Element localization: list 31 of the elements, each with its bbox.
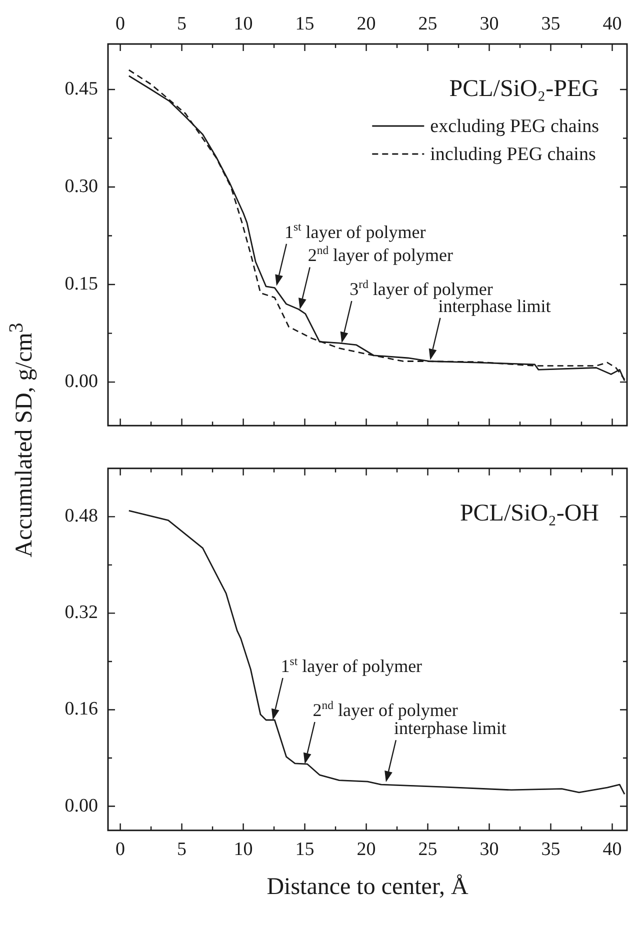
x-tick-label: 5 — [177, 838, 187, 860]
y-tick-label: 0.15 — [64, 274, 98, 295]
x-tick-label: 5 — [177, 14, 187, 35]
y-tick-label: 0.16 — [64, 698, 98, 720]
x-tick-label: 20 — [356, 14, 376, 35]
x-tick-label: 15 — [295, 838, 314, 860]
y-tick-label: 0.30 — [64, 176, 98, 198]
x-tick-label: 40 — [602, 14, 622, 35]
y-tick-label: 0.00 — [64, 795, 98, 816]
x-tick-label: 35 — [541, 838, 560, 860]
text: PCL/SiO₂-OH — [460, 500, 600, 526]
x-tick-label: 10 — [234, 838, 253, 860]
legend-label: including PEG chains — [430, 144, 596, 165]
x-tick-label: 0 — [116, 14, 126, 35]
x-tick-label: 30 — [480, 838, 499, 860]
x-tick-label: 0 — [116, 838, 126, 860]
y-tick-label: 0.32 — [64, 602, 98, 624]
y-tick-label: 0.48 — [64, 506, 98, 527]
y-tick-label: 0.00 — [64, 371, 98, 392]
x-tick-label: 25 — [418, 838, 438, 860]
x-tick-label: 10 — [234, 14, 253, 35]
x-tick-label: 35 — [541, 14, 560, 35]
legend-label: excluding PEG chains — [430, 116, 599, 137]
x-tick-label: 40 — [602, 838, 622, 860]
text: PCL/SiO₂-PEG — [449, 76, 600, 102]
x-tick-label: 25 — [418, 14, 438, 35]
x-axis-title: Distance to center, Å — [266, 874, 469, 900]
x-tick-label: 15 — [295, 14, 314, 35]
y-tick-label: 0.45 — [64, 78, 98, 100]
x-tick-label: 30 — [480, 14, 499, 35]
x-tick-label: 20 — [356, 838, 376, 860]
